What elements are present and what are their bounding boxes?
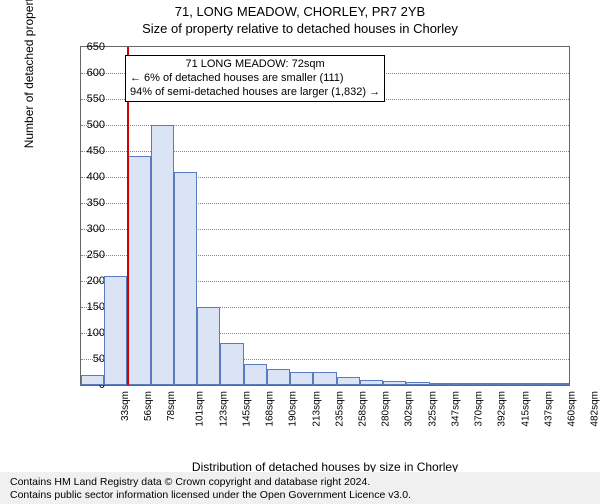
y-tick-label: 50 — [75, 353, 105, 365]
y-tick-label: 200 — [75, 275, 105, 287]
x-tick-label: 101sqm — [195, 391, 206, 427]
x-tick-label: 370sqm — [474, 391, 485, 427]
x-tick-label: 347sqm — [451, 391, 462, 427]
footer-text: Contains HM Land Registry data © Crown c… — [10, 476, 411, 502]
footer-line: Contains HM Land Registry data © Crown c… — [10, 476, 411, 489]
histogram-bar — [546, 383, 569, 385]
y-tick-label: 350 — [75, 197, 105, 209]
histogram-bar — [523, 383, 546, 385]
x-tick-label: 325sqm — [427, 391, 438, 427]
annotation-box: 71 LONG MEADOW: 72sqm ← 6% of detached h… — [125, 55, 385, 102]
x-tick-label: 33sqm — [120, 391, 131, 421]
y-tick-label: 300 — [75, 223, 105, 235]
x-tick-label: 78sqm — [166, 391, 177, 421]
histogram-bar — [151, 125, 174, 385]
x-tick-label: 235sqm — [334, 391, 345, 427]
histogram-bar — [244, 364, 267, 385]
x-tick-label: 482sqm — [590, 391, 600, 427]
annotation-line: 94% of semi-detached houses are larger (… — [130, 86, 380, 100]
y-tick-label: 500 — [75, 119, 105, 131]
y-axis-label: Number of detached properties — [22, 0, 36, 148]
page-title: 71, LONG MEADOW, CHORLEY, PR7 2YB — [0, 4, 600, 19]
histogram-bar — [267, 369, 290, 385]
histogram-bar — [337, 377, 360, 385]
y-tick-label: 450 — [75, 145, 105, 157]
histogram-bar — [476, 383, 499, 385]
histogram-plot: 0501001502002503003504004505005506006503… — [80, 46, 570, 386]
y-tick-label: 100 — [75, 327, 105, 339]
x-tick-label: 280sqm — [381, 391, 392, 427]
x-tick-label: 258sqm — [358, 391, 369, 427]
y-tick-label: 400 — [75, 171, 105, 183]
x-tick-label: 302sqm — [404, 391, 415, 427]
x-tick-label: 213sqm — [311, 391, 322, 427]
y-tick-label: 600 — [75, 67, 105, 79]
chart-container: Number of detached properties 0501001502… — [50, 46, 570, 416]
histogram-bar — [360, 380, 383, 385]
histogram-bar — [313, 372, 336, 385]
histogram-bar — [220, 343, 243, 385]
histogram-bar — [127, 156, 150, 385]
x-tick-label: 392sqm — [497, 391, 508, 427]
x-tick-label: 460sqm — [567, 391, 578, 427]
y-tick-label: 550 — [75, 93, 105, 105]
histogram-bar — [104, 276, 127, 385]
x-tick-label: 123sqm — [218, 391, 229, 427]
histogram-bar — [406, 382, 429, 385]
x-tick-label: 437sqm — [543, 391, 554, 427]
x-tick-label: 145sqm — [241, 391, 252, 427]
x-tick-label: 168sqm — [265, 391, 276, 427]
page-subtitle: Size of property relative to detached ho… — [0, 21, 600, 36]
histogram-bar — [453, 383, 476, 385]
histogram-bar — [383, 381, 406, 385]
histogram-bar — [197, 307, 220, 385]
annotation-line: ← 6% of detached houses are smaller (111… — [130, 72, 380, 86]
histogram-bar — [290, 372, 313, 385]
histogram-bar — [499, 383, 522, 385]
histogram-bar — [430, 383, 453, 385]
footer-line: Contains public sector information licen… — [10, 489, 411, 502]
x-tick-label: 190sqm — [288, 391, 299, 427]
histogram-bar — [174, 172, 197, 385]
annotation-line: 71 LONG MEADOW: 72sqm — [130, 58, 380, 72]
histogram-bar — [81, 375, 104, 385]
y-tick-label: 150 — [75, 301, 105, 313]
x-tick-label: 56sqm — [143, 391, 154, 421]
y-tick-label: 250 — [75, 249, 105, 261]
x-tick-label: 415sqm — [520, 391, 531, 427]
y-tick-label: 650 — [75, 41, 105, 53]
